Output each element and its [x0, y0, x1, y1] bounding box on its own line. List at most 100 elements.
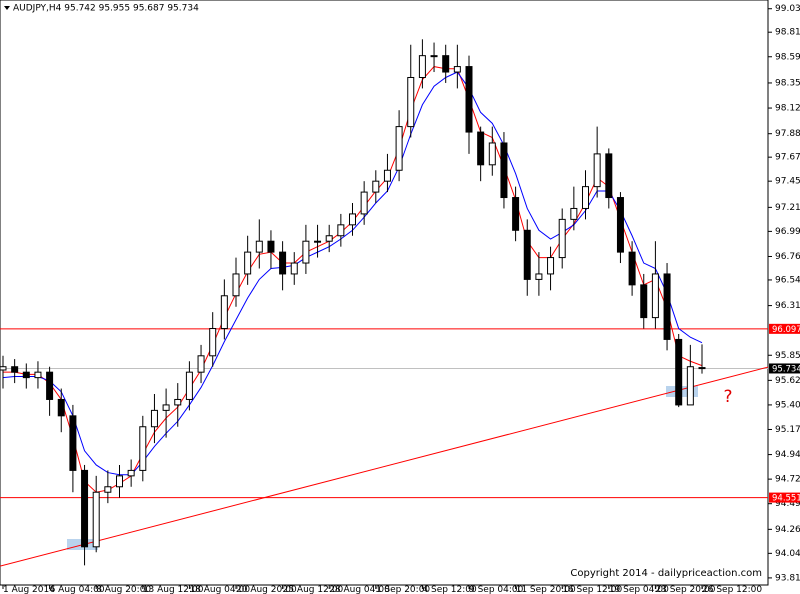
menu-triangle: [4, 6, 10, 10]
candle-body: [244, 251, 252, 275]
y-tick-label: 98.350: [775, 78, 800, 88]
candle-body: [418, 55, 426, 78]
candle-body: [582, 186, 589, 209]
candle-body: [174, 398, 182, 406]
y-tick-label: 94.720: [775, 475, 800, 485]
y-tick-label: 94.040: [775, 549, 800, 559]
price-label-box: [769, 363, 800, 374]
candle-body: [255, 240, 263, 253]
candle-body: [69, 415, 77, 471]
candle-body: [430, 55, 438, 58]
x-tick-label: 1 Aug 2014: [3, 585, 55, 594]
candle-body: [383, 169, 391, 182]
candle-body: [465, 66, 473, 133]
candle-body: [11, 366, 19, 373]
price-label: 96.097: [772, 325, 800, 335]
y-tick-label: 95.175: [775, 425, 800, 435]
candle-body: [0, 366, 7, 371]
candle-body: [92, 491, 100, 548]
x-tick-label: 13 Aug 12:00: [143, 585, 204, 594]
candle-body: [185, 371, 193, 400]
candle-body: [570, 207, 578, 220]
y-tick-label: 94.260: [775, 525, 800, 535]
chart-title: AUDJPY,H4 95.742 95.955 95.687 95.734: [13, 4, 199, 14]
candle-body: [453, 66, 461, 73]
price-label: 95.734: [772, 364, 800, 374]
candle-body: [220, 295, 228, 330]
candle-body: [116, 475, 123, 488]
candle-body: [512, 197, 520, 231]
candle-body: [337, 224, 345, 237]
candle-body: [686, 366, 694, 406]
candle-body: [267, 240, 275, 253]
candle-body: [34, 371, 42, 379]
candle-body: [605, 153, 613, 199]
candle-body: [663, 273, 671, 340]
y-tick-label: 96.760: [775, 252, 800, 262]
x-tick-label: 16 Sep 12:00: [562, 585, 622, 594]
y-tick-label: 98.590: [775, 52, 800, 62]
candle-body: [616, 197, 624, 253]
candle-body: [127, 469, 135, 477]
y-tick-label: 95.400: [775, 400, 800, 410]
y-tick-label: 97.670: [775, 153, 800, 163]
price-label-box: [769, 492, 800, 503]
price-label-box: [769, 323, 800, 334]
y-tick-label: 95.855: [775, 351, 800, 361]
candle-body: [535, 273, 543, 280]
candle-body: [81, 469, 89, 548]
x-tick-label: 1 Sep 20:00: [376, 585, 431, 594]
candle-body: [698, 367, 706, 370]
candle-body: [150, 409, 158, 428]
y-tick-label: 93.815: [775, 573, 800, 583]
candle-body: [232, 273, 240, 297]
x-tick-label: 20 Aug 20:00: [236, 585, 297, 594]
candle-body: [675, 338, 683, 406]
y-tick-label: 99.030: [775, 4, 800, 14]
candle-body: [593, 153, 601, 188]
candle-body: [139, 426, 147, 471]
candle-body: [640, 284, 648, 319]
trendline: [0, 366, 769, 567]
candle-body: [209, 328, 217, 357]
x-tick-label: 11 Sep 20:00: [516, 585, 576, 594]
x-tick-label: 26 Sep 12:00: [702, 585, 762, 594]
y-tick-label: 95.625: [775, 376, 800, 386]
candle-body: [395, 126, 403, 171]
candle-body: [22, 371, 30, 379]
y-tick-label: 94.945: [775, 450, 800, 460]
candle-body: [372, 180, 380, 193]
candle-body: [488, 142, 496, 166]
x-tick-label: 23 Sep 20:00: [655, 585, 715, 594]
candle-body: [523, 229, 531, 280]
x-tick-label: 4 Sep 12:00: [422, 585, 477, 594]
annotation: ?: [723, 387, 732, 407]
y-tick-label: 97.885: [775, 129, 800, 139]
candle-body: [407, 76, 415, 128]
candle-body: [325, 235, 333, 242]
candle-body: [442, 55, 450, 73]
candle-body: [547, 257, 555, 275]
candle-body: [477, 131, 485, 166]
candle-body: [302, 240, 310, 264]
candle-body: [360, 191, 368, 215]
y-tick-label: 96.545: [775, 275, 800, 285]
y-tick-label: 97.210: [775, 203, 800, 213]
y-tick-label: 98.120: [775, 104, 800, 114]
candle-body: [57, 398, 65, 417]
candle-body: [162, 404, 170, 411]
x-tick-label: 8 Aug 20:00: [96, 585, 151, 594]
price-label: 94.551: [772, 494, 800, 504]
candle-body: [349, 213, 356, 226]
candle-body: [628, 251, 636, 286]
x-tick-label: 6 Aug 04:00: [50, 585, 105, 594]
plot-frame: [0, 0, 769, 586]
candle-body: [46, 371, 54, 400]
candle-body: [651, 273, 659, 319]
x-tick-label: 19 Sep 04:00: [609, 585, 669, 594]
candle-body: [500, 142, 508, 199]
y-tick-label: 98.815: [775, 28, 800, 38]
x-tick-label: 25 Aug 12:00: [283, 585, 344, 594]
candle-body: [314, 240, 322, 243]
